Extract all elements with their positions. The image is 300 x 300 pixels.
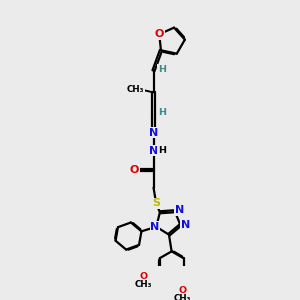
Text: N: N: [150, 222, 160, 232]
Text: O: O: [154, 29, 164, 39]
Text: O: O: [140, 272, 148, 281]
Text: CH₃: CH₃: [135, 280, 153, 289]
Text: CH₃: CH₃: [173, 294, 191, 300]
Text: H: H: [158, 108, 166, 117]
Text: N: N: [149, 128, 158, 137]
Text: O: O: [178, 286, 186, 295]
Text: O: O: [130, 165, 139, 175]
Text: N: N: [181, 220, 190, 230]
Text: N: N: [149, 146, 158, 155]
Text: H: H: [158, 65, 166, 74]
Text: H: H: [158, 146, 166, 155]
Text: CH₃: CH₃: [127, 85, 144, 94]
Text: N: N: [175, 205, 184, 215]
Text: S: S: [152, 199, 160, 208]
